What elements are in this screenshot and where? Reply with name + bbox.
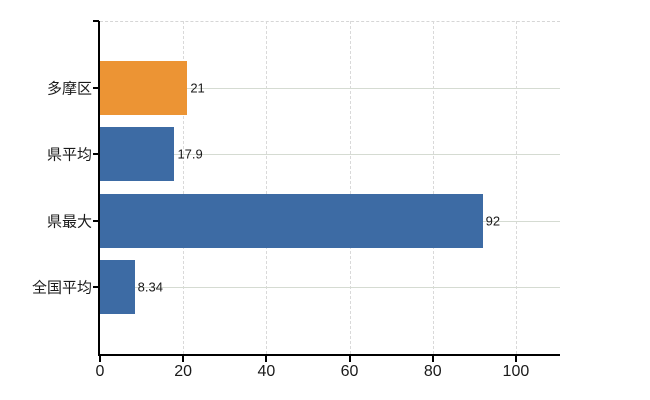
bar-多摩区 [100, 60, 188, 115]
y-tick [93, 86, 99, 89]
plot-top-border [100, 21, 560, 22]
gridline-horizontal [100, 87, 560, 89]
x-tick [431, 356, 434, 362]
gridline-vertical [183, 21, 185, 354]
value-label: 92 [485, 213, 501, 229]
category-label-全国平均: 全国平均 [31, 279, 92, 297]
x-tick-label: 40 [257, 363, 276, 380]
x-tick-label: 100 [502, 363, 530, 380]
category-label-県平均: 県平均 [46, 146, 92, 164]
bar-県最大 [100, 193, 483, 248]
gridline-vertical [349, 21, 351, 354]
x-tick [514, 356, 517, 362]
x-tick-label: 80 [423, 363, 442, 380]
x-tick [182, 356, 185, 362]
x-tick [265, 356, 268, 362]
x-tick [99, 356, 101, 362]
bar-県平均 [100, 127, 175, 182]
bar-全国平均 [100, 260, 135, 315]
gridline-vertical [266, 21, 268, 354]
y-tick-top [93, 20, 99, 22]
gridline-vertical [432, 21, 434, 354]
y-tick [93, 286, 99, 289]
gridline-vertical [515, 21, 517, 354]
gridline-horizontal [100, 287, 560, 289]
y-tick [93, 219, 99, 222]
value-label: 17.9 [177, 146, 203, 162]
x-tick-label: 20 [174, 363, 193, 380]
category-label-県最大: 県最大 [46, 213, 92, 231]
value-label: 8.34 [137, 279, 163, 295]
y-axis-line [98, 21, 100, 356]
x-tick-label: 60 [340, 363, 359, 380]
value-label: 21 [190, 80, 205, 96]
x-axis-line [98, 354, 560, 356]
y-tick [93, 153, 99, 156]
gridline-horizontal [100, 154, 560, 156]
x-tick-label: 0 [95, 363, 105, 380]
x-tick [348, 356, 351, 362]
category-label-多摩区: 多摩区 [46, 80, 92, 98]
